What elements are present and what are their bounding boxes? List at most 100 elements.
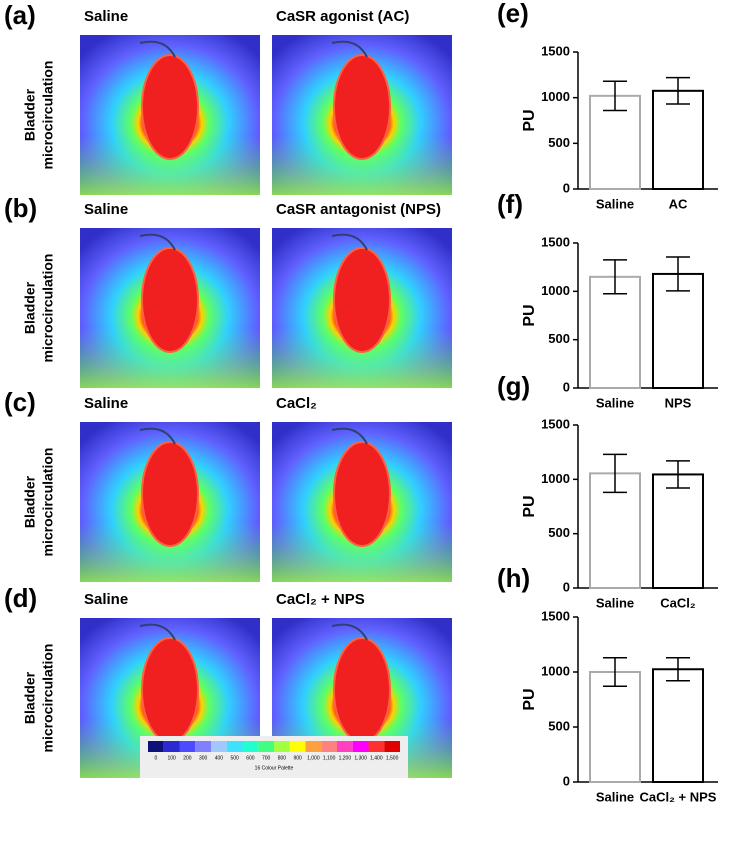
- bar: [589, 94, 641, 190]
- x-tick-label: Saline: [596, 196, 634, 211]
- colorbar-label: 600: [246, 755, 255, 761]
- y-tick-label: 0: [563, 180, 570, 195]
- error-bar: [666, 256, 690, 292]
- y-tick-label: 1000: [541, 471, 570, 486]
- colorbar-label: 1,300: [354, 755, 367, 761]
- error-bar: [666, 76, 690, 105]
- image-title: CaCl₂: [276, 395, 317, 412]
- bladder: [333, 247, 391, 353]
- colorbar-swatch: [179, 741, 196, 752]
- suture: [331, 233, 368, 251]
- panel-label: (a): [4, 0, 36, 30]
- suture: [139, 40, 176, 58]
- colorbar-label: 800: [278, 755, 287, 761]
- y-label: microcirculation: [40, 644, 56, 753]
- flux-image: [272, 228, 452, 388]
- x-tick-label: Saline: [596, 395, 634, 410]
- y-tick-label: 0: [563, 379, 570, 394]
- error-bar: [603, 453, 627, 494]
- bar: [652, 668, 704, 783]
- error-bar: [603, 80, 627, 112]
- y-tick-label: 1000: [541, 89, 570, 104]
- colorbar-swatch: [352, 741, 369, 752]
- y-label: Bladder: [22, 671, 38, 724]
- colorbar-swatch: [148, 741, 164, 752]
- flux-image: [80, 228, 260, 388]
- panel-label: (c): [4, 387, 36, 417]
- image-title: Saline: [84, 8, 128, 25]
- x-tick-label: NPS: [665, 395, 692, 410]
- flux-image: [80, 422, 260, 582]
- image-title: Saline: [84, 591, 128, 608]
- colorbar-label: 900: [293, 755, 302, 761]
- y-label: microcirculation: [40, 448, 56, 557]
- y-label: microcirculation: [40, 254, 56, 363]
- y-label-group: Bladder microcirculation: [22, 61, 56, 170]
- colorbar-swatch: [305, 741, 322, 752]
- colorbar-label: 1,000: [307, 755, 320, 761]
- colorbar-label: 1,400: [370, 755, 383, 761]
- image-title: CaSR agonist (AC): [276, 8, 409, 25]
- y-tick-label: 1500: [541, 43, 570, 58]
- bar: [589, 275, 641, 390]
- y-axis-label: PU: [521, 109, 538, 131]
- y-label: Bladder: [22, 281, 38, 334]
- panel-label: (f): [497, 189, 523, 219]
- y-axis-label: PU: [521, 688, 538, 710]
- colorbar-swatch: [337, 741, 353, 752]
- colorbar-swatch: [195, 741, 211, 752]
- x-tick-label: CaCl₂: [660, 595, 696, 610]
- colorbar-label: 700: [262, 755, 271, 761]
- y-tick-label: 1000: [541, 283, 570, 298]
- bladder: [333, 54, 391, 160]
- y-tick-label: 0: [563, 579, 570, 594]
- y-tick-label: 1500: [541, 416, 570, 431]
- y-axis-label: PU: [521, 304, 538, 326]
- bar: [652, 473, 704, 589]
- y-label-group: Bladder microcirculation: [22, 254, 56, 363]
- bar: [652, 89, 704, 190]
- suture: [139, 427, 176, 445]
- y-tick-label: 500: [548, 135, 570, 150]
- bladder: [333, 441, 391, 547]
- colorbar-label: 1,100: [323, 755, 336, 761]
- bladder: [141, 637, 199, 743]
- bladder: [141, 441, 199, 547]
- suture: [331, 427, 368, 445]
- flux-image: [272, 422, 452, 582]
- panel-label: (g): [497, 371, 530, 401]
- colorbar-label: 100: [167, 755, 176, 761]
- error-bar: [666, 656, 690, 682]
- bladder: [333, 637, 391, 743]
- y-tick-label: 0: [563, 773, 570, 788]
- panel-label: (b): [4, 193, 37, 223]
- colorbar-label: 500: [230, 755, 239, 761]
- y-label: Bladder: [22, 475, 38, 528]
- bladder: [141, 247, 199, 353]
- colorbar-label: 300: [199, 755, 208, 761]
- bar: [652, 272, 704, 389]
- y-tick-label: 1500: [541, 234, 570, 249]
- image-title: Saline: [84, 201, 128, 218]
- y-tick-label: 500: [548, 331, 570, 346]
- bar: [589, 671, 641, 783]
- x-tick-label: CaCl₂ + NPS: [640, 789, 717, 804]
- y-label: Bladder: [22, 88, 38, 141]
- colorbar-title: 16 Colour Palette: [255, 765, 294, 771]
- colorbar-label: 400: [215, 755, 224, 761]
- colorbar-swatch: [321, 741, 337, 752]
- image-title: Saline: [84, 395, 128, 412]
- suture: [331, 623, 368, 641]
- flux-image: [80, 35, 260, 195]
- y-tick-label: 1500: [541, 608, 570, 623]
- error-bar: [603, 656, 627, 688]
- y-tick-label: 500: [548, 718, 570, 733]
- x-tick-label: AC: [669, 196, 688, 211]
- image-title: CaSR antagonist (NPS): [276, 201, 441, 218]
- colorbar-swatch: [226, 741, 243, 752]
- y-tick-label: 1000: [541, 663, 570, 678]
- flux-image: [272, 35, 452, 195]
- suture: [331, 40, 368, 58]
- panel-label: (d): [4, 583, 37, 613]
